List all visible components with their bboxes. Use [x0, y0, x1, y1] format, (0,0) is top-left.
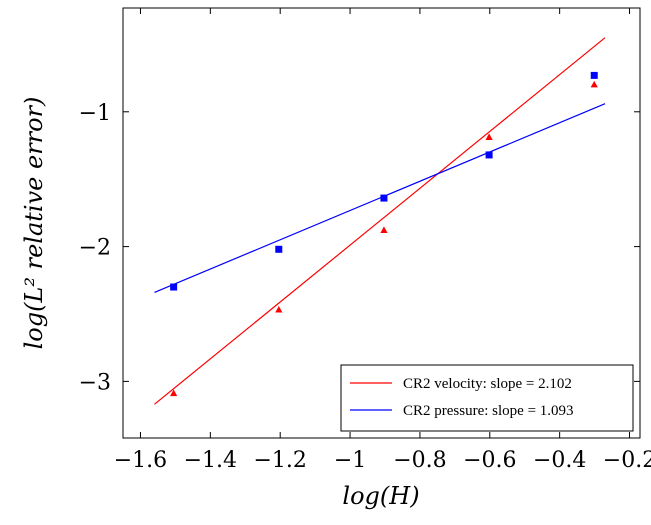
axis-ticks: −1.6 −1.4 −1.2 −1 −0.8 −0.6 −0.4 −0.2 −3 −2 −1 [79, 8, 651, 473]
legend-entry-velocity: CR2 velocity: slope = 2.102 [403, 376, 572, 392]
x-axis-label: log(H) [342, 482, 419, 510]
x-tick-label: −1.2 [253, 448, 306, 473]
legend-entry-pressure: CR2 pressure: slope = 1.093 [403, 403, 574, 419]
data-point-pressure [485, 151, 493, 159]
y-tick-label: −2 [79, 236, 111, 261]
data-point-velocity [275, 305, 283, 313]
fit-line-velocity [154, 37, 606, 405]
x-tick-label: −1.6 [114, 448, 167, 473]
fit-line-pressure [154, 103, 606, 293]
data-point-pressure [590, 71, 598, 79]
legend: CR2 velocity: slope = 2.102 CR2 pressure… [340, 364, 634, 432]
data-point-velocity [170, 389, 178, 397]
x-tick-label: −1.4 [184, 448, 237, 473]
data-point-pressure [380, 194, 388, 202]
y-tick-label: −3 [79, 370, 111, 395]
data-point-velocity [380, 226, 388, 234]
data-point-velocity [485, 133, 493, 141]
x-tick-label: −0.4 [533, 448, 586, 473]
x-tick-label: −0.8 [393, 448, 446, 473]
data-point-velocity [590, 80, 598, 88]
plot-frame [122, 7, 641, 439]
x-tick-label: −0.6 [463, 448, 516, 473]
data-point-pressure [170, 283, 178, 291]
y-axis-label: log(L² relative error) [20, 97, 48, 350]
y-tick-label: −1 [79, 101, 111, 126]
x-tick-label: −1 [334, 448, 366, 473]
plot-marks [154, 37, 606, 405]
data-point-pressure [275, 245, 283, 253]
legend-box [340, 364, 634, 432]
x-tick-label: −0.2 [603, 448, 651, 473]
